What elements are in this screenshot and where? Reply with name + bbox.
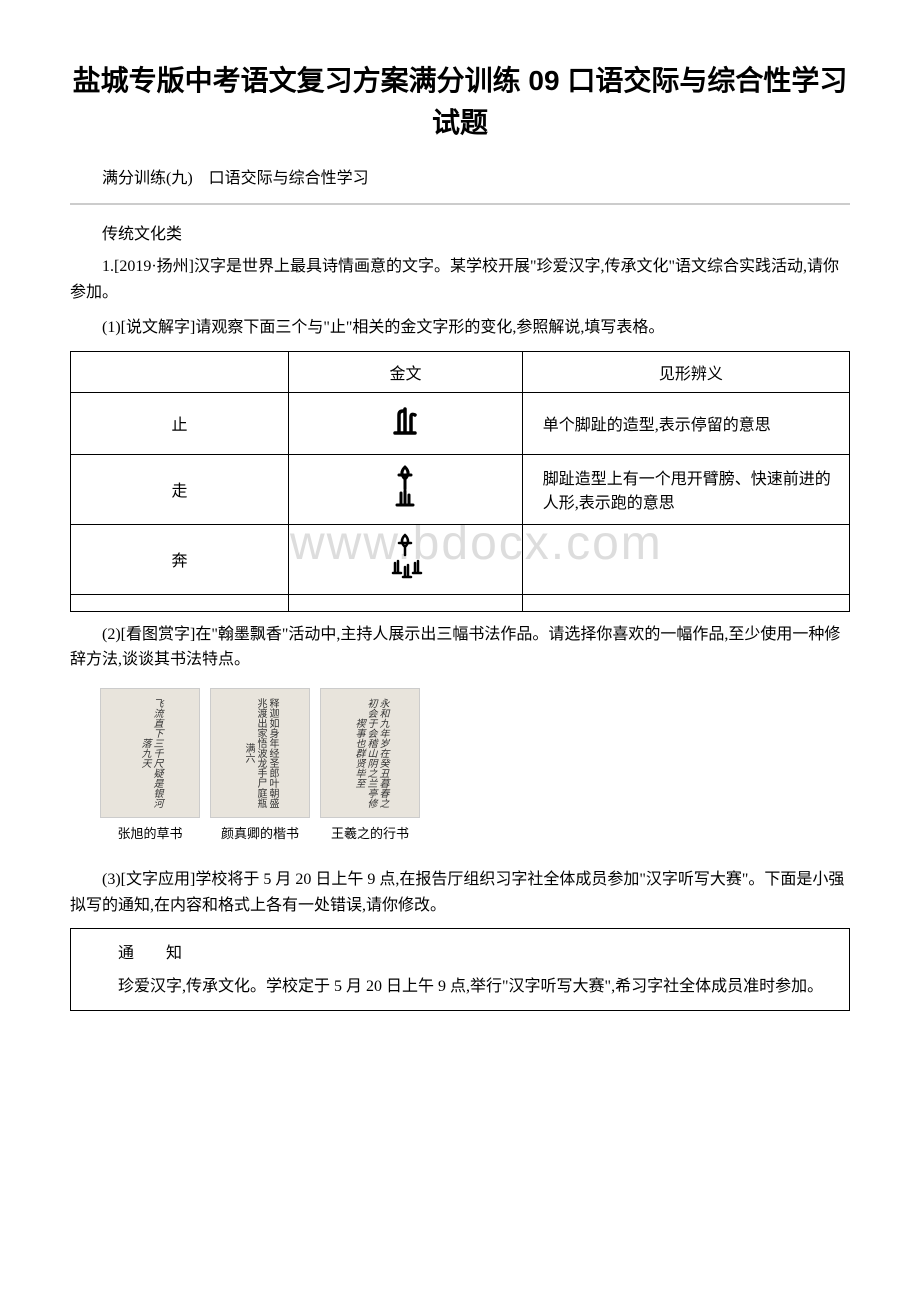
table-header-row: 金文 见形辨义 xyxy=(71,351,850,392)
char-cell: 止 xyxy=(71,392,289,454)
character-table: 金文 见形辨义 止 单个脚趾的造型,表示停留的意思 走 脚趾造型上有一个甩开臂膀… xyxy=(70,351,850,612)
char-cell xyxy=(71,594,289,611)
question-1-intro: 1.[2019·扬州]汉字是世界上最具诗情画意的文字。某学校开展"珍爱汉字,传承… xyxy=(70,254,850,305)
table-row xyxy=(71,594,850,611)
glyph-ben-icon xyxy=(385,533,425,581)
notice-box: 通 知 珍爱汉字,传承文化。学校定于 5 月 20 日上午 9 点,举行"汉字听… xyxy=(70,928,850,1011)
calligraphy-item: 释迦如身年经圣郎叶朝盛兆渡出家悟波龙手尸庭瓶满六 颜真卿的楷书 xyxy=(210,688,310,842)
calligraphy-item: 永和九年岁在癸丑暮春之初会于会稽山阴之兰亭修禊事也群贤毕至 王羲之的行书 xyxy=(320,688,420,842)
table-row: 止 单个脚趾的造型,表示停留的意思 xyxy=(71,392,850,454)
table-header-meaning: 见形辨义 xyxy=(522,351,849,392)
meaning-cell xyxy=(522,524,849,594)
glyph-zhi-icon xyxy=(385,401,425,441)
calligraphy-image-caoshu: 飞流直下三千尺疑是银河落九天 xyxy=(100,688,200,818)
meaning-cell: 单个脚趾的造型,表示停留的意思 xyxy=(522,392,849,454)
meaning-cell: 脚趾造型上有一个甩开臂膀、快速前进的人形,表示跑的意思 xyxy=(522,454,849,524)
table-header-blank xyxy=(71,351,289,392)
calligraphy-gallery: 飞流直下三千尺疑是银河落九天 张旭的草书 释迦如身年经圣郎叶朝盛兆渡出家悟波龙手… xyxy=(100,688,850,842)
char-cell: 走 xyxy=(71,454,289,524)
char-table-wrapper: www.bdocx.com 金文 见形辨义 止 单个脚趾的造型,表示停留的意思 … xyxy=(70,351,850,612)
notice-title: 通 知 xyxy=(86,939,834,963)
subtitle: 满分训练(九) 口语交际与综合性学习 xyxy=(70,164,850,188)
calligraphy-item: 飞流直下三千尺疑是银河落九天 张旭的草书 xyxy=(100,688,200,842)
glyph-cell xyxy=(289,454,523,524)
meaning-cell xyxy=(522,594,849,611)
document-title: 盐城专版中考语文复习方案满分训练 09 口语交际与综合性学习试题 xyxy=(70,60,850,144)
table-header-jinwen: 金文 xyxy=(289,351,523,392)
question-1-part-1: (1)[说文解字]请观察下面三个与"止"相关的金文字形的变化,参照解说,填写表格… xyxy=(70,315,850,341)
question-1-part-2: (2)[看图赏字]在"翰墨飘香"活动中,主持人展示出三幅书法作品。请选择你喜欢的… xyxy=(70,622,850,673)
glyph-cell xyxy=(289,524,523,594)
glyph-cell xyxy=(289,392,523,454)
calligraphy-image-kaishu: 释迦如身年经圣郎叶朝盛兆渡出家悟波龙手尸庭瓶满六 xyxy=(210,688,310,818)
table-row: 奔 xyxy=(71,524,850,594)
calligraphy-image-xingshu: 永和九年岁在癸丑暮春之初会于会稽山阴之兰亭修禊事也群贤毕至 xyxy=(320,688,420,818)
calligraphy-caption: 颜真卿的楷书 xyxy=(210,823,310,842)
question-1-part-3: (3)[文字应用]学校将于 5 月 20 日上午 9 点,在报告厅组织习字社全体… xyxy=(70,867,850,918)
char-cell: 奔 xyxy=(71,524,289,594)
glyph-zou-icon xyxy=(385,463,425,511)
section-label: 传统文化类 xyxy=(70,220,850,244)
calligraphy-caption: 王羲之的行书 xyxy=(320,823,420,842)
section-divider xyxy=(70,203,850,205)
calligraphy-caption: 张旭的草书 xyxy=(100,823,200,842)
glyph-cell xyxy=(289,594,523,611)
notice-body: 珍爱汉字,传承文化。学校定于 5 月 20 日上午 9 点,举行"汉字听写大赛"… xyxy=(86,973,834,1000)
table-row: 走 脚趾造型上有一个甩开臂膀、快速前进的人形,表示跑的意思 xyxy=(71,454,850,524)
